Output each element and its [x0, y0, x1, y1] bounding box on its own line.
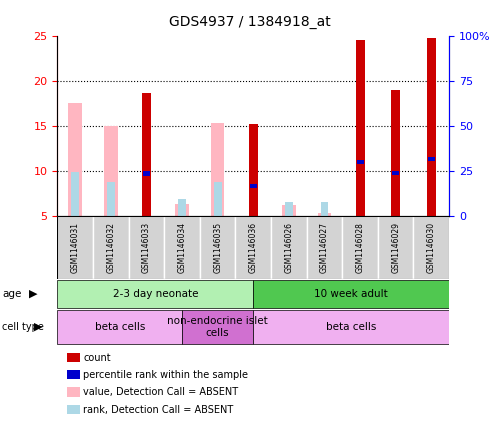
Text: cell type: cell type: [2, 322, 44, 332]
Text: count: count: [83, 353, 111, 363]
Bar: [356, 41, 365, 216]
Bar: [57, 216, 93, 279]
Text: beta cells: beta cells: [326, 322, 376, 332]
Bar: [249, 124, 257, 216]
Bar: [253, 280, 449, 308]
Text: GDS4937 / 1384918_at: GDS4937 / 1384918_at: [169, 15, 330, 29]
Bar: [104, 126, 118, 216]
Bar: [236, 216, 271, 279]
Text: GSM1146030: GSM1146030: [427, 222, 436, 273]
Bar: [200, 216, 236, 279]
Bar: [129, 216, 164, 279]
Bar: [357, 160, 364, 164]
Text: GSM1146032: GSM1146032: [106, 222, 115, 273]
Bar: [93, 216, 129, 279]
Bar: [427, 38, 436, 216]
Text: age: age: [2, 289, 22, 299]
Text: ▶: ▶: [34, 322, 42, 332]
Bar: [143, 171, 150, 176]
Bar: [318, 213, 331, 216]
Text: GSM1146026: GSM1146026: [284, 222, 293, 273]
Text: beta cells: beta cells: [94, 322, 145, 332]
Bar: [320, 202, 328, 216]
Text: GSM1146033: GSM1146033: [142, 222, 151, 273]
Text: 2-3 day neonate: 2-3 day neonate: [113, 289, 198, 299]
Bar: [250, 184, 257, 188]
Text: ▶: ▶: [29, 289, 37, 299]
Bar: [164, 216, 200, 279]
Bar: [68, 103, 82, 216]
Bar: [307, 216, 342, 279]
Text: GSM1146031: GSM1146031: [71, 222, 80, 273]
Text: percentile rank within the sample: percentile rank within the sample: [83, 370, 249, 380]
Text: GSM1146036: GSM1146036: [249, 222, 258, 273]
Text: non-endocrine islet
cells: non-endocrine islet cells: [167, 316, 268, 338]
Bar: [71, 172, 79, 216]
Bar: [211, 123, 225, 216]
Bar: [378, 216, 414, 279]
Bar: [178, 199, 186, 216]
Bar: [391, 90, 400, 216]
Bar: [142, 93, 151, 216]
Bar: [214, 182, 222, 216]
Bar: [175, 204, 189, 216]
Bar: [392, 170, 399, 175]
Bar: [414, 216, 449, 279]
Text: GSM1146034: GSM1146034: [178, 222, 187, 273]
Bar: [285, 202, 293, 216]
Bar: [271, 216, 307, 279]
Bar: [428, 157, 435, 161]
Bar: [57, 310, 182, 344]
Text: rank, Detection Call = ABSENT: rank, Detection Call = ABSENT: [83, 405, 234, 415]
Text: GSM1146035: GSM1146035: [213, 222, 222, 273]
Bar: [342, 216, 378, 279]
Text: GSM1146028: GSM1146028: [356, 222, 365, 273]
Text: GSM1146027: GSM1146027: [320, 222, 329, 273]
Bar: [182, 310, 253, 344]
Bar: [57, 280, 253, 308]
Text: 10 week adult: 10 week adult: [314, 289, 388, 299]
Text: value, Detection Call = ABSENT: value, Detection Call = ABSENT: [83, 387, 239, 398]
Text: GSM1146029: GSM1146029: [391, 222, 400, 273]
Bar: [282, 205, 295, 216]
Bar: [253, 310, 449, 344]
Bar: [107, 181, 115, 216]
